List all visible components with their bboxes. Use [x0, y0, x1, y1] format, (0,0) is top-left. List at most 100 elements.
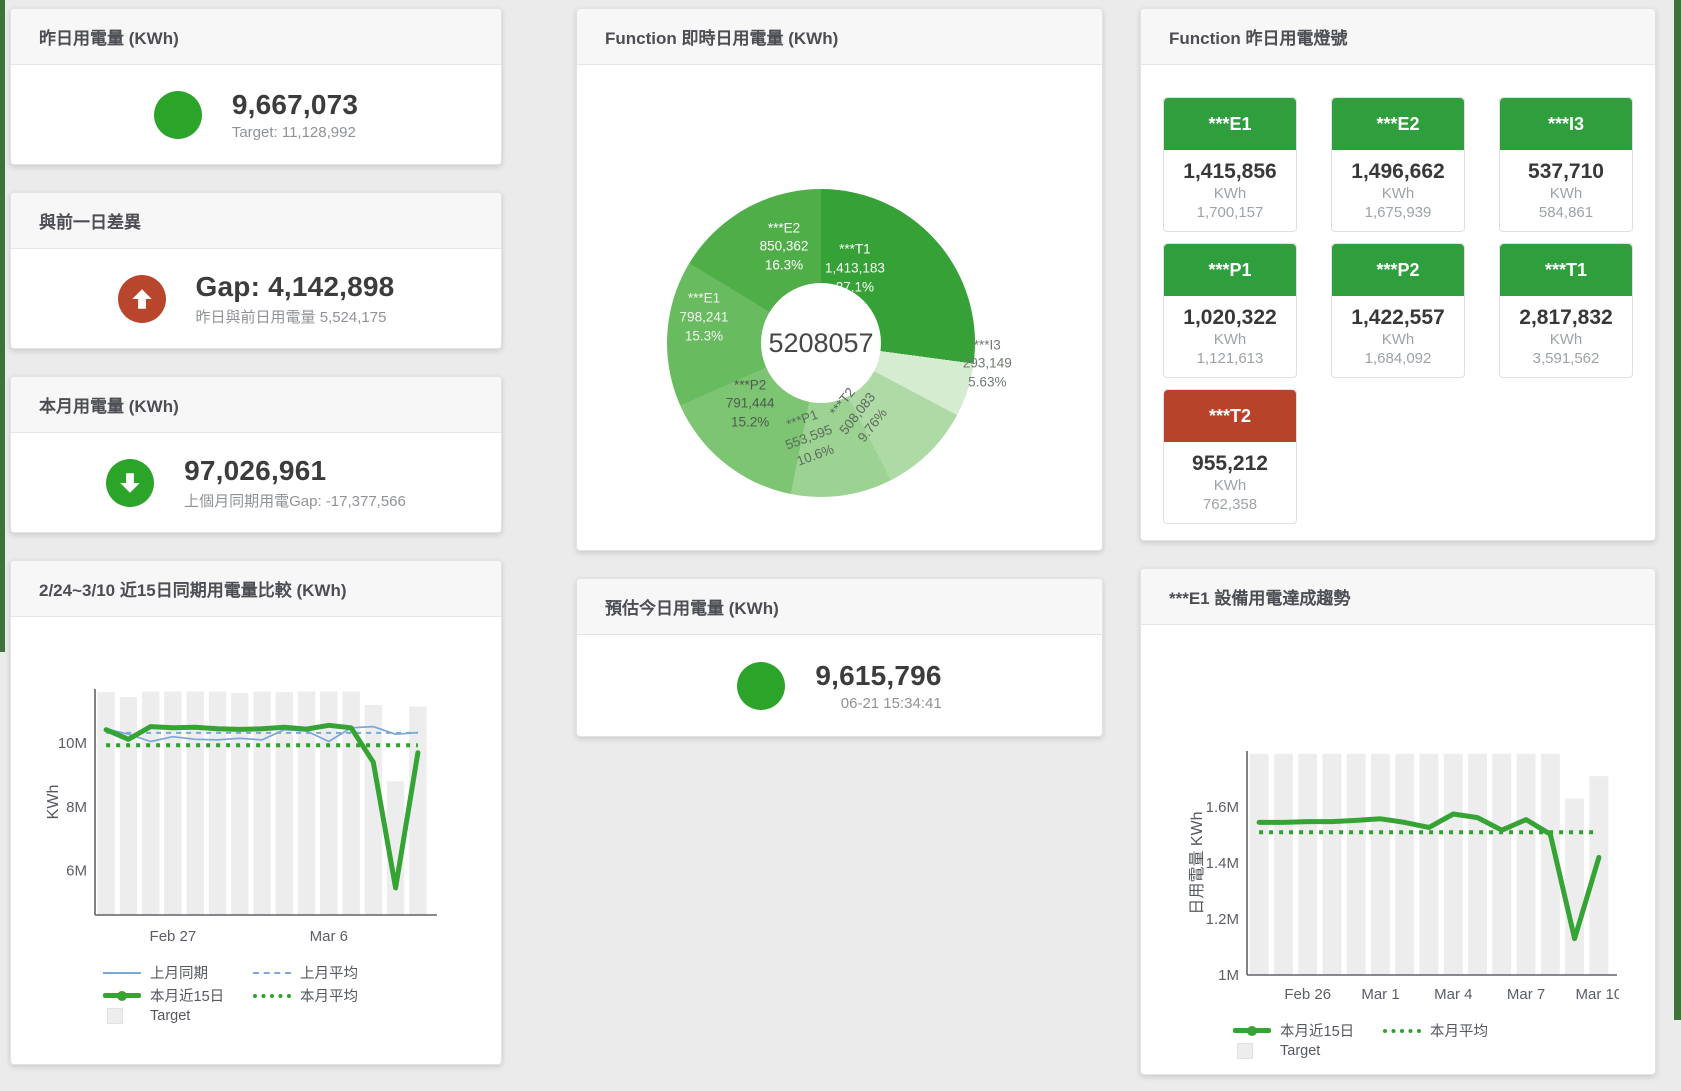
- stat-subtitle: 上個月同期用電Gap: -17,377,566: [184, 492, 406, 510]
- svg-text:10M: 10M: [58, 735, 87, 752]
- panel-title: Function 昨日用電燈號: [1169, 29, 1348, 48]
- tile-target-value: 1,675,939: [1364, 204, 1432, 221]
- tile-unit: KWh: [1213, 185, 1247, 202]
- light-tile: ***E1 1,415,856 KWh 1,700,157: [1163, 97, 1297, 232]
- panel-today-estimate: 預估今日用電量 (KWh) 9,615,796 06-21 15:34:41: [576, 578, 1103, 737]
- legend-item[interactable]: Target: [1233, 1043, 1383, 1059]
- legend-label: Target: [150, 1008, 191, 1024]
- tile-unit: KWh: [1549, 331, 1583, 348]
- stat-subtitle: 昨日與前日用電量 5,524,175: [195, 308, 387, 326]
- stat-value: 9,667,073: [231, 88, 359, 120]
- svg-text:1M: 1M: [1218, 967, 1239, 984]
- light-tile: ***E2 1,496,662 KWh 1,675,939: [1331, 97, 1465, 232]
- tile-value: 955,212: [1192, 452, 1268, 475]
- status-circle-green: [153, 90, 202, 139]
- panel-month-usage: 本月用電量 (KWh) 97,026,961 上個月同期用電Gap: -17,3…: [10, 376, 502, 533]
- tile-unit: KWh: [1213, 331, 1247, 348]
- status-circle-green-down-arrow-icon: [106, 458, 155, 507]
- legend-item[interactable]: 本月近15日: [1233, 1020, 1383, 1041]
- comparison-chart-legend: 上月同期 上月平均本月近15日 本月平均 Target: [103, 962, 501, 1024]
- panel-header: 2/24~3/10 近15日同期用電量比較 (KWh): [11, 561, 501, 617]
- trend-chart[interactable]: 1M 1.2M 1.4M 1.6M Feb 26 Mar 1 Mar 4 Mar 7 Mar 1…: [1181, 743, 1622, 1007]
- tile-name: ***T1: [1500, 244, 1632, 296]
- tile-name: ***P2: [1332, 244, 1464, 296]
- tile-target-value: 1,700,157: [1196, 204, 1264, 221]
- legend-label: 上月平均: [300, 966, 358, 982]
- svg-text:1.6M: 1.6M: [1206, 799, 1239, 816]
- tile-target-value: 762,358: [1202, 496, 1258, 513]
- status-circle-green: [737, 661, 786, 710]
- trend-chart-legend: 本月近15日 本月平均 Target: [1233, 1020, 1655, 1059]
- panel-title: 與前一日差異: [39, 213, 141, 232]
- panel-title: 2/24~3/10 近15日同期用電量比較 (KWh): [39, 581, 347, 600]
- donut-slice-label: ***T1 1,413,183 27.1%: [824, 241, 885, 295]
- tile-unit: KWh: [1381, 185, 1415, 202]
- legend-swatch-dot-green: [1383, 1028, 1421, 1033]
- page-edge-strip-left: [0, 0, 5, 652]
- svg-text:Mar 6: Mar 6: [310, 928, 348, 945]
- svg-text:6M: 6M: [66, 862, 87, 879]
- legend-item[interactable]: Target: [103, 1008, 253, 1024]
- legend-item[interactable]: 上月平均: [253, 962, 403, 983]
- donut-slice-label: ***E1 798,241 15.3%: [679, 291, 729, 344]
- legend-label: 本月平均: [300, 989, 358, 1005]
- panel-15day-comparison: 2/24~3/10 近15日同期用電量比較 (KWh) 6M 8M 10M Feb 2…: [10, 560, 502, 1065]
- panel-title: 預估今日用電量 (KWh): [605, 599, 779, 618]
- legend-label: 本月平均: [1430, 1024, 1488, 1040]
- tile-name: ***T2: [1164, 390, 1296, 442]
- panel-header: 昨日用電量 (KWh): [11, 9, 501, 65]
- panel-header: Function 昨日用電燈號: [1141, 9, 1655, 65]
- legend-swatch-thick-green: [1233, 1028, 1271, 1033]
- legend-label: 本月近15日: [1280, 1024, 1355, 1040]
- tile-name: ***E2: [1332, 98, 1464, 150]
- legend-item[interactable]: 上月同期: [103, 962, 253, 983]
- tile-name: ***E1: [1164, 98, 1296, 150]
- tile-target-value: 584,861: [1538, 204, 1594, 221]
- panel-title: Function 即時日用電量 (KWh): [605, 29, 839, 48]
- svg-text:Feb 26: Feb 26: [1284, 986, 1331, 1003]
- light-tile: ***T1 2,817,832 KWh 3,591,562: [1499, 243, 1633, 378]
- panel-header: 與前一日差異: [11, 193, 501, 249]
- tile-target-value: 1,121,613: [1196, 350, 1264, 367]
- light-tile: ***T2 955,212 KWh 762,358: [1163, 389, 1297, 524]
- legend-item[interactable]: 本月平均: [253, 985, 403, 1006]
- tile-value: 1,496,662: [1351, 160, 1445, 183]
- tile-value: 1,020,322: [1183, 306, 1277, 329]
- panel-header: ***E1 設備用電達成趨勢: [1141, 569, 1655, 625]
- panel-title: 本月用電量 (KWh): [39, 397, 179, 416]
- legend-swatch-dash-blue: [253, 971, 291, 974]
- stat-subtitle: Target: 11,128,992: [231, 123, 356, 141]
- stat-value: 9,615,796: [815, 659, 942, 691]
- stat-value: 97,026,961: [184, 454, 327, 486]
- tile-target-value: 1,684,092: [1364, 350, 1432, 367]
- legend-label: 上月同期: [150, 966, 208, 982]
- svg-text:1.4M: 1.4M: [1206, 855, 1239, 872]
- svg-text:日用電量 KWh: 日用電量 KWh: [1189, 811, 1206, 914]
- donut-center-total: 5208057: [768, 327, 874, 358]
- light-tiles-grid: ***E1 1,415,856 KWh 1,700,157 ***E2 1,496,662…: [1141, 65, 1655, 556]
- svg-text:KWh: KWh: [45, 785, 62, 820]
- donut-slice-label: ***E2 850,362 16.3%: [759, 220, 809, 273]
- light-tile: ***P1 1,020,322 KWh 1,121,613: [1163, 243, 1297, 378]
- svg-text:Mar 7: Mar 7: [1507, 986, 1545, 1003]
- legend-item[interactable]: 本月平均: [1383, 1020, 1533, 1041]
- donut-chart[interactable]: 5208057 ***T1 1,413,183 27.1% ***I3 293,149 5…: [667, 189, 1012, 497]
- legend-swatch-box-gray: [107, 1008, 123, 1024]
- panel-header: Function 即時日用電量 (KWh): [577, 9, 1102, 65]
- tile-value: 2,817,832: [1519, 306, 1613, 329]
- tile-target-value: 3,591,562: [1532, 350, 1600, 367]
- tile-value: 1,415,856: [1183, 160, 1277, 183]
- light-tile: ***P2 1,422,557 KWh 1,684,092: [1331, 243, 1465, 378]
- svg-text:Mar 1: Mar 1: [1361, 986, 1399, 1003]
- legend-item[interactable]: 本月近15日: [103, 985, 253, 1006]
- svg-text:Feb 27: Feb 27: [150, 928, 197, 945]
- comparison-chart[interactable]: 6M 8M 10M Feb 27 Mar 6 KWh: [37, 679, 439, 949]
- svg-text:8M: 8M: [66, 799, 87, 816]
- panel-yesterday-lights: Function 昨日用電燈號 ***E1 1,415,856 KWh 1,700,1…: [1140, 8, 1656, 541]
- tile-unit: KWh: [1381, 331, 1415, 348]
- panel-header: 預估今日用電量 (KWh): [577, 579, 1102, 635]
- stat-timestamp: 06-21 15:34:41: [840, 694, 942, 712]
- panel-realtime-donut: Function 即時日用電量 (KWh) 5208057 ***T1 1,413…: [576, 8, 1103, 551]
- panel-e1-trend: ***E1 設備用電達成趨勢 1M 1.2M 1.4M 1.6M Feb 26 Mar 1…: [1140, 568, 1656, 1075]
- tile-unit: KWh: [1549, 185, 1583, 202]
